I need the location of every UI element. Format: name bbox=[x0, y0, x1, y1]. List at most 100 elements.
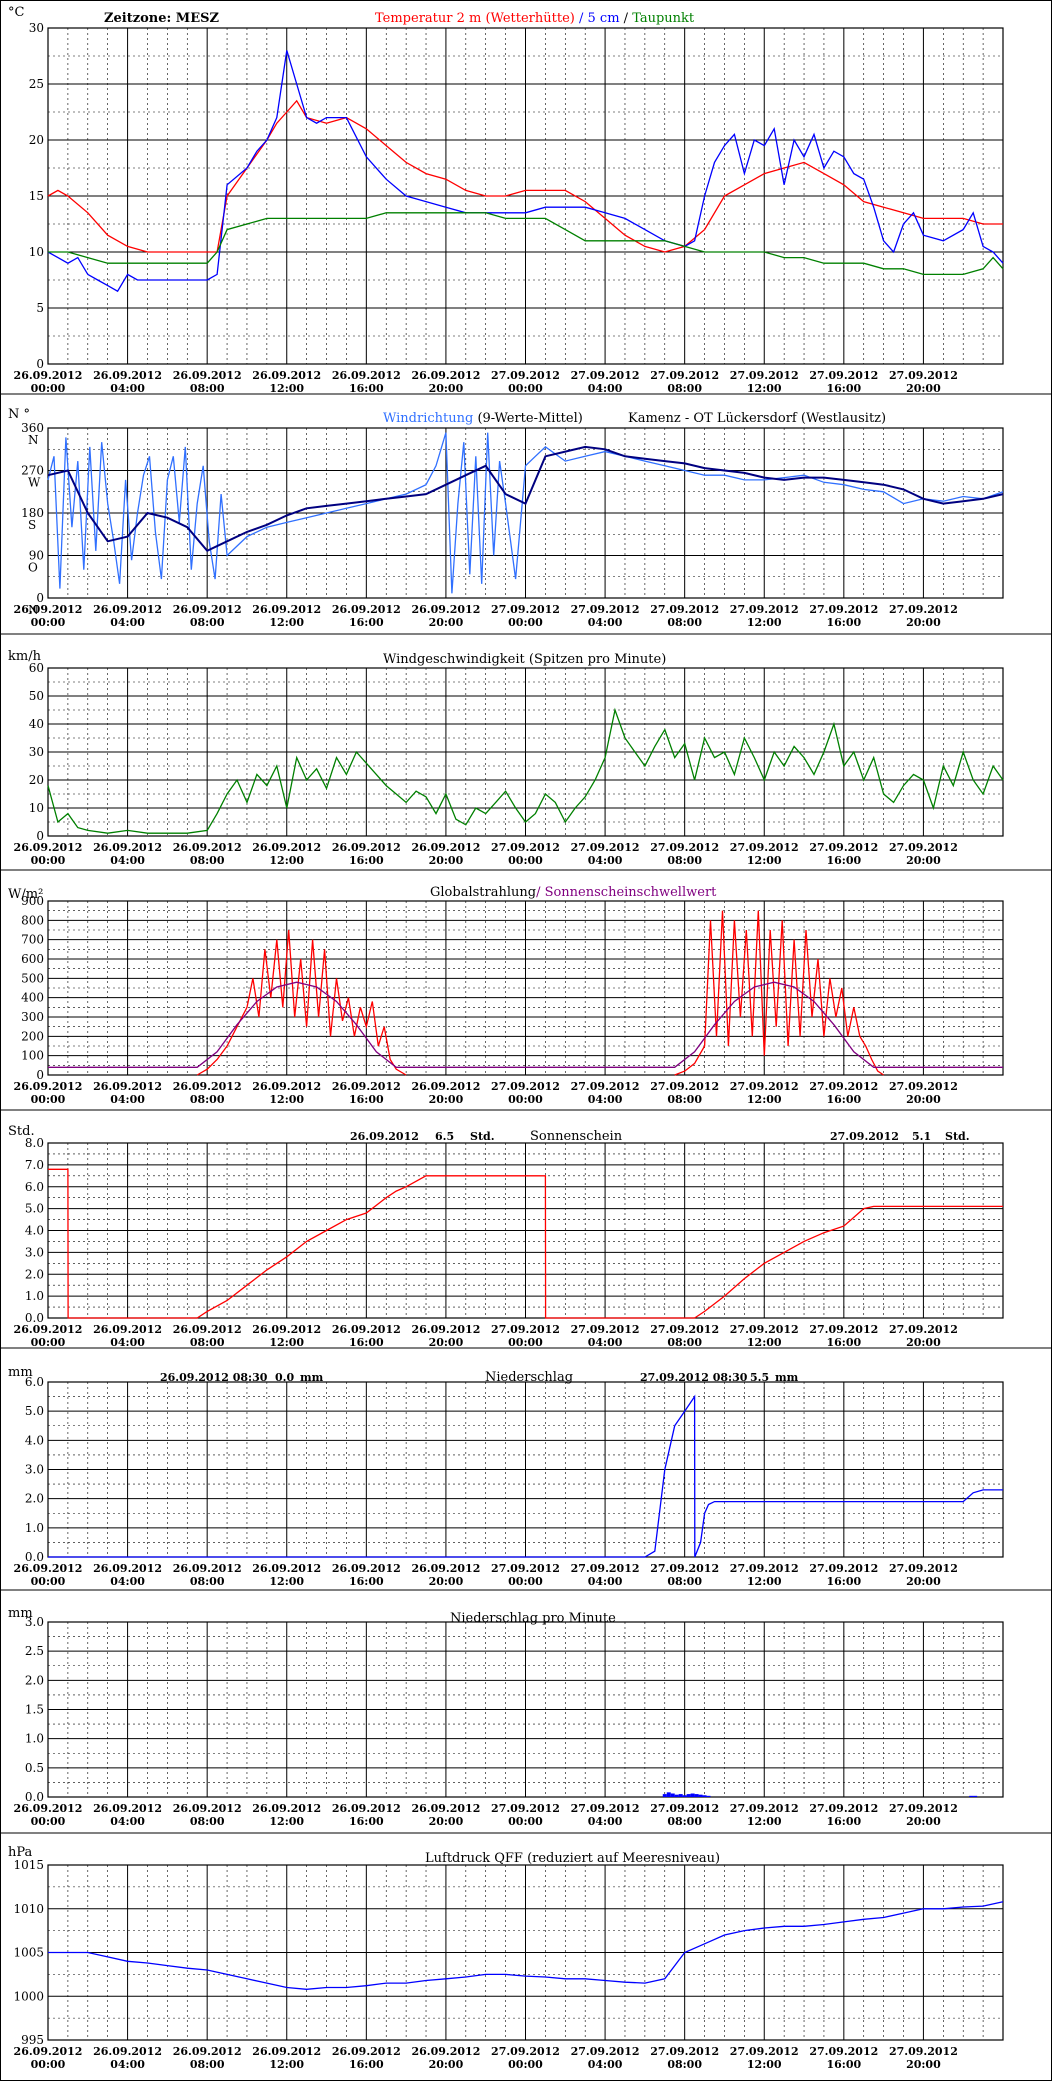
x-tick-date: 26.09.2012 bbox=[252, 2045, 321, 2058]
station-name: Kamenz - OT Lückersdorf (Westlausitz) bbox=[628, 411, 886, 426]
y-tick-label: 180 bbox=[21, 506, 44, 520]
x-tick-time: 16:00 bbox=[826, 382, 861, 395]
annotation-date: 27.09.2012 bbox=[830, 1130, 899, 1143]
y-tick-label: 20 bbox=[29, 773, 44, 787]
x-tick-time: 00:00 bbox=[508, 1093, 543, 1106]
plot-frame bbox=[47, 1142, 1004, 1319]
x-tick-date: 26.09.2012 bbox=[93, 1802, 162, 1815]
x-tick-date: 27.09.2012 bbox=[491, 369, 560, 382]
y-tick-label: 15 bbox=[29, 189, 44, 203]
x-tick-date: 26.09.2012 bbox=[14, 369, 83, 382]
annotation-date: 26.09.2012 bbox=[350, 1130, 419, 1143]
y-tick-label: 8.0 bbox=[25, 1136, 44, 1150]
series-line-radiation-0 bbox=[196, 929, 407, 1076]
x-tick-time: 12:00 bbox=[747, 382, 782, 395]
x-tick-time: 12:00 bbox=[269, 1336, 304, 1349]
x-tick-date: 26.09.2012 bbox=[332, 1323, 401, 1336]
y-tick-label: 2.0 bbox=[25, 1267, 44, 1281]
precip-bar bbox=[670, 1793, 675, 1797]
y-tick-label: 30 bbox=[29, 21, 44, 35]
y-tick-label: 6.0 bbox=[25, 1375, 44, 1389]
x-tick-date: 27.09.2012 bbox=[491, 1323, 560, 1336]
x-tick-date: 27.09.2012 bbox=[650, 2045, 719, 2058]
x-tick-time: 08:00 bbox=[667, 382, 702, 395]
x-tick-time: 08:00 bbox=[667, 1336, 702, 1349]
x-tick-time: 04:00 bbox=[110, 854, 145, 867]
x-tick-date: 26.09.2012 bbox=[93, 841, 162, 854]
y-tick-label: 0 bbox=[36, 1068, 44, 1082]
annotation-unit: Std. bbox=[945, 1130, 970, 1143]
x-tick-date: 26.09.2012 bbox=[411, 1802, 480, 1815]
x-tick-time: 16:00 bbox=[826, 616, 861, 629]
chart-title-part: Temperatur 2 m (Wetterhütte) bbox=[375, 11, 575, 26]
x-tick-time: 20:00 bbox=[429, 616, 464, 629]
series-line-precipitation-0 bbox=[48, 1394, 1003, 1558]
x-tick-time: 04:00 bbox=[110, 382, 145, 395]
x-tick-date: 27.09.2012 bbox=[491, 603, 560, 616]
y-tick-label: 200 bbox=[21, 1029, 44, 1043]
x-tick-time: 00:00 bbox=[31, 854, 66, 867]
plot-frame bbox=[47, 1621, 1004, 1798]
x-tick-time: 08:00 bbox=[190, 1815, 225, 1828]
x-tick-date: 27.09.2012 bbox=[650, 1323, 719, 1336]
x-tick-time: 20:00 bbox=[906, 1575, 941, 1588]
x-tick-date: 27.09.2012 bbox=[491, 2045, 560, 2058]
x-tick-time: 04:00 bbox=[588, 616, 623, 629]
x-tick-date: 26.09.2012 bbox=[93, 1080, 162, 1093]
chart-title-part: Windrichtung bbox=[383, 411, 473, 426]
x-tick-time: 08:00 bbox=[667, 1093, 702, 1106]
x-tick-time: 16:00 bbox=[826, 1815, 861, 1828]
x-tick-date: 27.09.2012 bbox=[650, 1802, 719, 1815]
x-tick-date: 27.09.2012 bbox=[730, 841, 799, 854]
x-tick-time: 20:00 bbox=[429, 1815, 464, 1828]
y-tick-label: 3.0 bbox=[25, 1245, 44, 1259]
chart-title-part: 5 cm bbox=[588, 11, 620, 26]
x-tick-date: 27.09.2012 bbox=[491, 1802, 560, 1815]
x-tick-date: 26.09.2012 bbox=[252, 841, 321, 854]
x-tick-date: 26.09.2012 bbox=[252, 1080, 321, 1093]
x-tick-time: 16:00 bbox=[826, 1575, 861, 1588]
chart-title: Niederschlag pro Minute bbox=[450, 1611, 616, 1626]
series-line-temperature-1 bbox=[47, 50, 1004, 293]
compass-label: N bbox=[28, 603, 39, 617]
y-tick-label: 0.0 bbox=[25, 1311, 44, 1325]
x-tick-date: 26.09.2012 bbox=[173, 841, 242, 854]
x-tick-date: 27.09.2012 bbox=[730, 2045, 799, 2058]
y-tick-label: 5.0 bbox=[25, 1202, 44, 1216]
x-tick-time: 08:00 bbox=[667, 616, 702, 629]
x-tick-time: 12:00 bbox=[269, 1093, 304, 1106]
x-tick-time: 00:00 bbox=[31, 1815, 66, 1828]
series-line-wind_speed-0 bbox=[47, 707, 1004, 834]
x-tick-date: 26.09.2012 bbox=[14, 2045, 83, 2058]
y-tick-label: 700 bbox=[21, 933, 44, 947]
x-tick-time: 20:00 bbox=[429, 2058, 464, 2071]
annotation-unit: mm bbox=[300, 1371, 324, 1384]
y-tick-label: 10 bbox=[29, 245, 44, 259]
y-tick-label: 40 bbox=[29, 717, 44, 731]
x-tick-time: 08:00 bbox=[190, 854, 225, 867]
annotation-value: 5.5 bbox=[750, 1371, 769, 1384]
y-tick-label: 3.0 bbox=[25, 1615, 44, 1629]
x-tick-date: 27.09.2012 bbox=[889, 603, 958, 616]
x-tick-time: 08:00 bbox=[667, 2058, 702, 2071]
x-tick-time: 16:00 bbox=[826, 854, 861, 867]
annotation-date: 26.09.2012 08:30 bbox=[160, 1371, 268, 1384]
x-tick-date: 27.09.2012 bbox=[809, 2045, 878, 2058]
y-tick-label: 100 bbox=[21, 1049, 44, 1063]
x-tick-time: 04:00 bbox=[588, 1336, 623, 1349]
y-tick-label: 1.5 bbox=[25, 1703, 44, 1717]
x-tick-time: 20:00 bbox=[906, 382, 941, 395]
chart-title-part: Luftdruck QFF (reduziert auf Meeresnivea… bbox=[425, 1851, 720, 1866]
precip-bar bbox=[674, 1794, 679, 1797]
x-tick-time: 12:00 bbox=[269, 2058, 304, 2071]
annotation-value: 6.5 bbox=[435, 1130, 454, 1143]
x-tick-date: 26.09.2012 bbox=[93, 2045, 162, 2058]
x-tick-time: 20:00 bbox=[906, 1815, 941, 1828]
plot-frame bbox=[47, 900, 1004, 1076]
x-tick-date: 26.09.2012 bbox=[14, 1802, 83, 1815]
x-tick-time: 04:00 bbox=[588, 1815, 623, 1828]
chart-title-part: / Sonnenscheinschwellwert bbox=[536, 885, 717, 900]
x-tick-time: 00:00 bbox=[31, 2058, 66, 2071]
y-tick-label: 400 bbox=[21, 991, 44, 1005]
x-tick-time: 20:00 bbox=[906, 854, 941, 867]
